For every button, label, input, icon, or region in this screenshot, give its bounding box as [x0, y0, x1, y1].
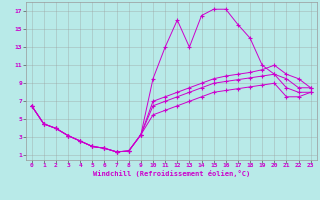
X-axis label: Windchill (Refroidissement éolien,°C): Windchill (Refroidissement éolien,°C)	[92, 170, 250, 177]
